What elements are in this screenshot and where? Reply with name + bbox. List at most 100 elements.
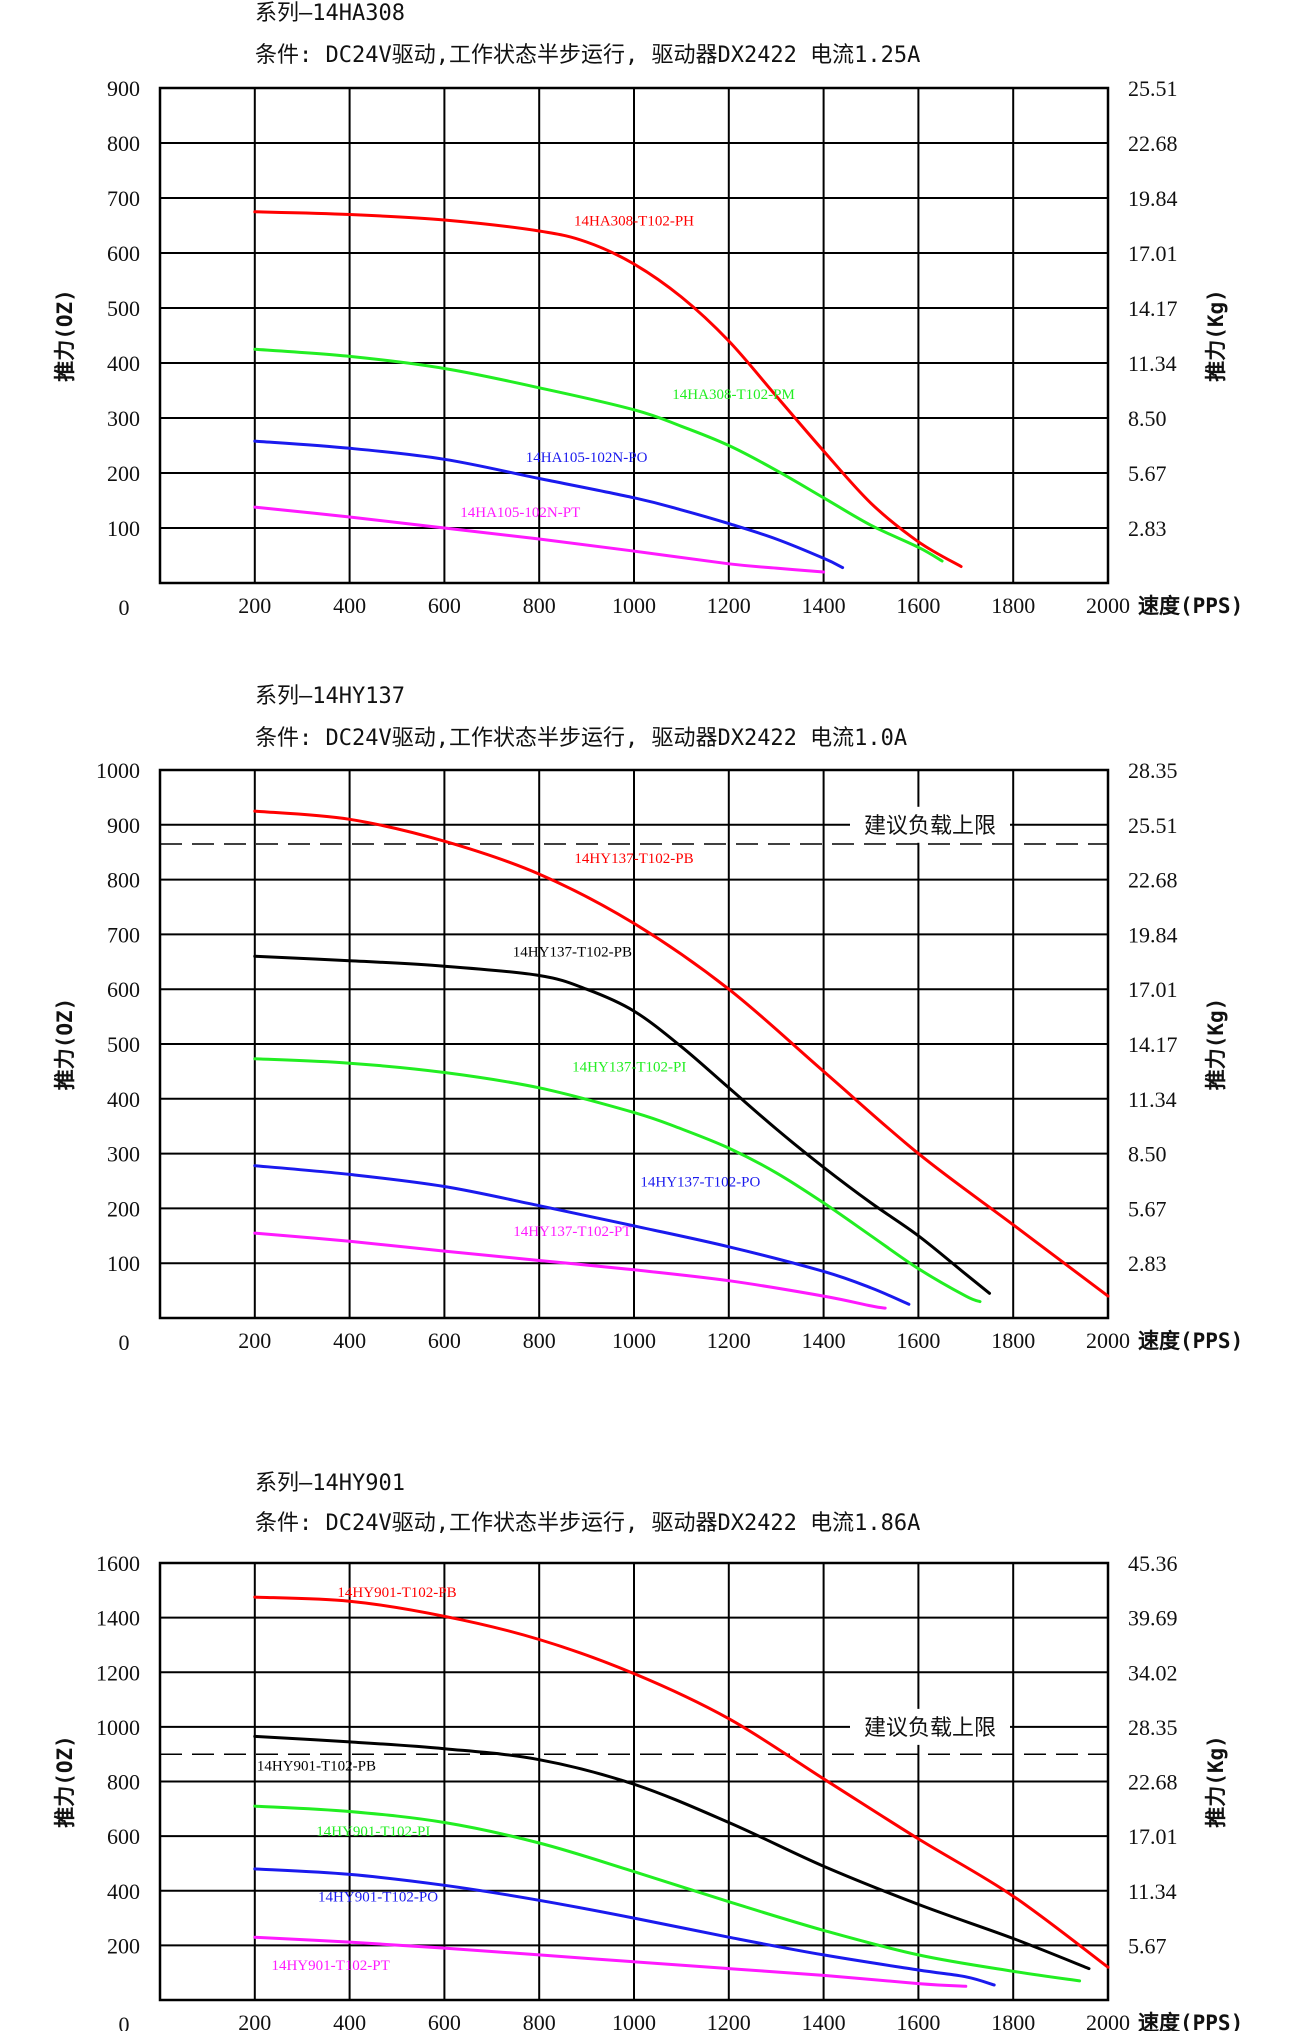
y-tick-label: 1000 (96, 758, 140, 783)
y2-axis-label: 推力(Kg) (1204, 289, 1228, 382)
y2-tick-label: 39.69 (1128, 1606, 1178, 1631)
x-tick-label: 200 (238, 593, 271, 618)
y-tick-label: 400 (107, 1087, 140, 1112)
y-tick-label: 1600 (96, 1551, 140, 1576)
origin-label: 0 (119, 1330, 130, 1355)
x-tick-label: 1400 (802, 593, 846, 618)
y-tick-label: 200 (107, 1196, 140, 1221)
y2-tick-label: 2.83 (1128, 1251, 1167, 1276)
series-label-1: 14HA308-T102-PH (574, 214, 694, 230)
y-tick-label: 200 (107, 1933, 140, 1958)
x-tick-label: 600 (428, 2010, 461, 2031)
y-tick-label: 700 (107, 186, 140, 211)
y2-tick-label: 11.34 (1128, 1879, 1177, 1904)
y2-tick-label: 28.35 (1128, 1715, 1178, 1740)
x-tick-label: 1200 (707, 2010, 751, 2031)
x-tick-label: 1000 (612, 1328, 656, 1353)
x-tick-label: 200 (238, 2010, 271, 2031)
x-tick-label: 200 (238, 1328, 271, 1353)
y2-axis-label: 推力(Kg) (1204, 998, 1228, 1091)
series-line-4 (253, 505, 826, 574)
x-tick-label: 1200 (707, 593, 751, 618)
y-tick-label: 100 (107, 1251, 140, 1276)
y2-tick-label: 34.02 (1128, 1660, 1178, 1685)
plot-frame (158, 86, 1110, 585)
x-axis-label: 速度(PPS) (1138, 2011, 1243, 2031)
y-axis-label: 推力(OZ) (53, 289, 77, 382)
series-label-4: 14HY901-T102-PO (318, 1890, 438, 1906)
series-line-2 (253, 1734, 1091, 1971)
x-tick-label: 1800 (991, 593, 1035, 618)
series-label-2: 14HY137-T102-PB (513, 944, 632, 960)
series-line-5 (253, 1231, 887, 1310)
origin-label: 0 (119, 2012, 130, 2031)
plot-frame (158, 1561, 1110, 2002)
series-label-4: 14HY137-T102-PO (640, 1174, 760, 1190)
y2-tick-label: 25.51 (1128, 813, 1178, 838)
chart-title: 系列—14HY901 (255, 1471, 405, 1496)
y-axis-label: 推力(OZ) (53, 1735, 77, 1828)
y2-tick-label: 11.34 (1128, 351, 1177, 376)
x-tick-label: 400 (333, 1328, 366, 1353)
y-tick-label: 800 (107, 868, 140, 893)
y-tick-label: 400 (107, 1879, 140, 1904)
y2-tick-label: 5.67 (1128, 1196, 1167, 1221)
plot-frame (158, 768, 1110, 1320)
x-tick-label: 400 (333, 2010, 366, 2031)
y2-tick-label: 8.50 (1128, 406, 1167, 431)
y2-tick-label: 22.68 (1128, 131, 1178, 156)
series-line-3 (253, 439, 845, 570)
y-tick-label: 900 (107, 76, 140, 101)
load-limit-label: 建议负载上限 (864, 814, 996, 839)
x-tick-label: 400 (333, 593, 366, 618)
y2-tick-label: 19.84 (1128, 922, 1178, 947)
load-limit-label-bg (850, 1708, 1010, 1745)
series-line-2 (253, 954, 991, 1295)
y2-tick-label: 5.67 (1128, 461, 1167, 486)
series-label-5: 14HY901-T102-PT (271, 1958, 389, 1974)
x-tick-label: 800 (523, 593, 556, 618)
x-tick-label: 600 (428, 593, 461, 618)
y2-tick-label: 22.68 (1128, 868, 1178, 893)
load-limit-label-bg (850, 806, 1010, 843)
y-tick-label: 200 (107, 461, 140, 486)
series-label-2: 14HA308-T102-PM (672, 387, 795, 403)
series-line-1 (253, 809, 1110, 1298)
series-line-2 (253, 347, 944, 563)
x-tick-label: 1800 (991, 2010, 1035, 2031)
x-tick-label: 1200 (707, 1328, 751, 1353)
y2-tick-label: 19.84 (1128, 186, 1178, 211)
y2-tick-label: 22.68 (1128, 1770, 1178, 1795)
x-tick-label: 2000 (1086, 593, 1130, 618)
y2-tick-label: 17.01 (1128, 241, 1178, 266)
series-line-5 (253, 1935, 968, 1988)
chart-1: 系列—14HA308 条件: DC24V驱动,工作状态半步运行, 驱动器DX242… (53, 1, 1243, 620)
x-tick-label: 2000 (1086, 2010, 1130, 2031)
series-line-1 (253, 1595, 1110, 1969)
y2-tick-label: 5.67 (1128, 1933, 1167, 1958)
y-tick-label: 600 (107, 977, 140, 1002)
x-tick-label: 1600 (896, 2010, 940, 2031)
chart-subtitle: 条件: DC24V驱动,工作状态半步运行, 驱动器DX2422 电流1.86A (255, 1511, 920, 1536)
y2-tick-label: 2.83 (1128, 516, 1167, 541)
x-tick-label: 1800 (991, 1328, 1035, 1353)
x-tick-label: 1000 (612, 2010, 656, 2031)
y2-tick-label: 14.17 (1128, 1032, 1178, 1057)
x-tick-label: 1400 (802, 1328, 846, 1353)
series-line-3 (253, 1804, 1082, 1983)
x-tick-label: 2000 (1086, 1328, 1130, 1353)
y-tick-label: 1200 (96, 1660, 140, 1685)
series-label-2: 14HY901-T102-PB (257, 1759, 376, 1775)
series-line-4 (253, 1867, 996, 1987)
y-tick-label: 600 (107, 241, 140, 266)
y2-tick-label: 11.34 (1128, 1087, 1177, 1112)
x-tick-label: 1000 (612, 593, 656, 618)
y-tick-label: 300 (107, 1142, 140, 1167)
chart-subtitle: 条件: DC24V驱动,工作状态半步运行, 驱动器DX2422 电流1.25A (255, 43, 920, 68)
chart-2: 系列—14HY137 条件: DC24V驱动,工作状态半步运行, 驱动器DX242… (53, 684, 1243, 1355)
y2-axis-label: 推力(Kg) (1204, 1735, 1228, 1828)
y-tick-label: 800 (107, 131, 140, 156)
series-line-4 (253, 1164, 911, 1306)
y2-tick-label: 14.17 (1128, 296, 1178, 321)
